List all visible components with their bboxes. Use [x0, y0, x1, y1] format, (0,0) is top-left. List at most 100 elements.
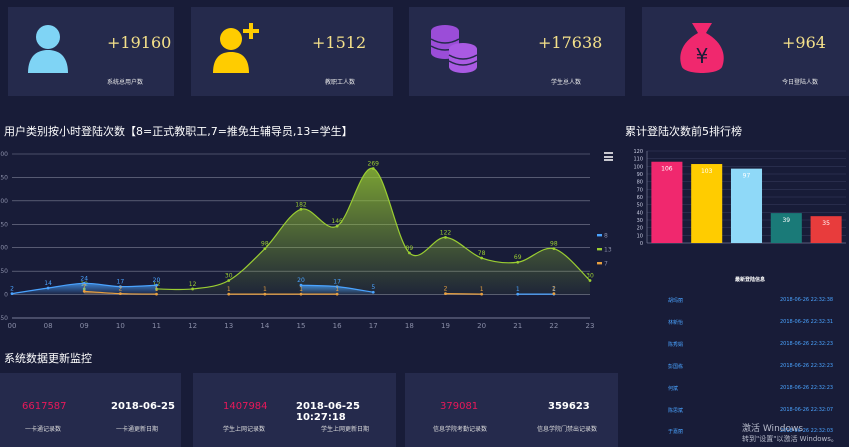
data-label: 1	[263, 286, 267, 293]
data-label: 78	[478, 250, 486, 257]
data-point	[371, 167, 375, 170]
data-label: 1	[335, 286, 339, 293]
stat-label: 系统总用户数	[107, 79, 144, 86]
svg-text:¥: ¥	[696, 44, 709, 68]
data-point	[46, 286, 50, 290]
legend-label: 13	[604, 247, 612, 254]
menu-icon[interactable]	[604, 152, 613, 161]
x-tick-label: 00	[8, 322, 17, 330]
stat-card-students: +17638 学生总人数	[409, 7, 625, 96]
login-user-name: 胡玛丽	[668, 298, 684, 304]
x-tick-label: 11	[152, 322, 161, 330]
activation-watermark: 激活 Windows	[742, 424, 804, 434]
attendance-record-label: 信息学院考勤记录数	[433, 426, 488, 433]
data-label: 269	[368, 161, 380, 168]
data-label: 69	[514, 254, 522, 261]
data-label: 2	[444, 286, 448, 293]
x-tick-label: 13	[224, 322, 233, 330]
login-time: 2018-06-26 22:32:07	[780, 407, 834, 413]
login-user-name: 林新怡	[668, 320, 684, 326]
data-label: 2	[10, 286, 14, 293]
login-row: 胡玛丽 2018-06-26 22:32:38	[668, 297, 833, 304]
data-point	[516, 260, 520, 264]
y-tick-label: 100	[0, 245, 8, 252]
data-point	[371, 290, 375, 294]
data-point	[516, 292, 520, 296]
internet-update-date: 2018-06-25 10:27:18	[296, 401, 360, 423]
login-time: 2018-06-26 22:32:23	[780, 363, 834, 369]
data-label: 1	[516, 286, 520, 293]
monitor-title: 系统数据更新监控	[4, 352, 92, 365]
data-label: 98	[550, 241, 558, 248]
data-point	[299, 283, 303, 287]
stat-value: +1512	[312, 33, 367, 52]
data-label: 1	[227, 286, 231, 293]
data-point	[227, 279, 231, 282]
data-point	[444, 292, 447, 296]
data-label: 7	[82, 283, 86, 290]
data-label: 182	[295, 201, 307, 208]
x-tick-label: 19	[441, 322, 450, 330]
data-label: 122	[440, 229, 452, 236]
login-row: 陈思斌 2018-06-26 22:32:07	[668, 407, 833, 414]
stat-card-today-logins: ¥ +964 今日登陆人数	[642, 7, 849, 96]
data-label: 12	[189, 281, 197, 288]
data-label: 1	[155, 286, 159, 293]
legend-swatch	[597, 234, 602, 237]
series-area	[84, 291, 157, 295]
x-tick-label: 22	[549, 322, 558, 330]
x-tick-label: 16	[333, 322, 342, 330]
login-row: 陈秀娟 2018-06-26 22:32:23	[668, 341, 833, 348]
user-add-icon	[213, 23, 259, 73]
y-tick-label: -50	[0, 315, 8, 322]
data-point	[335, 224, 339, 228]
data-label: 1	[480, 286, 484, 293]
access-record-label: 信息学院门禁出记录数	[537, 426, 598, 433]
x-tick-label: 23	[586, 322, 595, 330]
data-point	[552, 247, 556, 251]
stat-card-staff: +1512 教职工人数	[191, 7, 393, 96]
x-tick-label: 09	[80, 322, 89, 330]
internet-record-count: 1407984	[223, 401, 268, 412]
legend-swatch	[597, 248, 602, 251]
activation-watermark-sub: 转到"设置"以激活 Windows。	[742, 435, 838, 443]
stat-value: +964	[782, 33, 826, 52]
data-label: 14	[44, 280, 52, 287]
login-user-name: 陈思斌	[668, 408, 684, 414]
user-icon	[28, 25, 68, 73]
data-label: 30	[225, 273, 233, 280]
y-tick-label: 50	[0, 268, 8, 275]
data-label: 2	[552, 286, 556, 293]
y-tick-label: 250	[0, 174, 8, 181]
legend-swatch	[597, 262, 602, 265]
y-tick-label: 0	[4, 292, 8, 299]
data-point	[263, 247, 267, 251]
data-label: 89	[406, 245, 414, 252]
card-record-count: 6617587	[22, 401, 67, 412]
data-point	[335, 285, 339, 289]
data-point	[191, 287, 195, 291]
stat-label: 学生总人数	[551, 79, 582, 86]
line-chart-title: 用户类别按小时登陆次数【8=正式教职工,7=推免生辅导员,13=学生】	[4, 125, 353, 138]
data-point	[588, 279, 592, 282]
data-point	[227, 292, 231, 296]
data-label: 24	[80, 275, 88, 282]
card-update-date: 2018-06-25	[111, 401, 175, 412]
login-user-name: 于嘉丽	[668, 429, 684, 435]
y-tick-label: 150	[0, 221, 8, 228]
login-time: 2018-06-26 22:32:23	[780, 385, 834, 391]
data-point	[155, 292, 158, 296]
stat-label: 教职工人数	[325, 79, 356, 86]
data-point	[10, 292, 14, 296]
series-area	[301, 285, 374, 295]
monitor-card-card: 6617587 2018-06-25 一卡通记录数 一卡通更新日期	[0, 373, 181, 447]
data-point	[118, 285, 122, 289]
x-tick-label: 18	[405, 322, 414, 330]
data-point	[118, 292, 122, 296]
login-time: 2018-06-26 22:32:38	[780, 297, 834, 303]
data-label: 5	[371, 284, 375, 291]
data-point	[480, 256, 484, 260]
x-tick-label: 20	[477, 322, 486, 330]
data-point	[82, 281, 86, 285]
series-area	[12, 283, 157, 295]
